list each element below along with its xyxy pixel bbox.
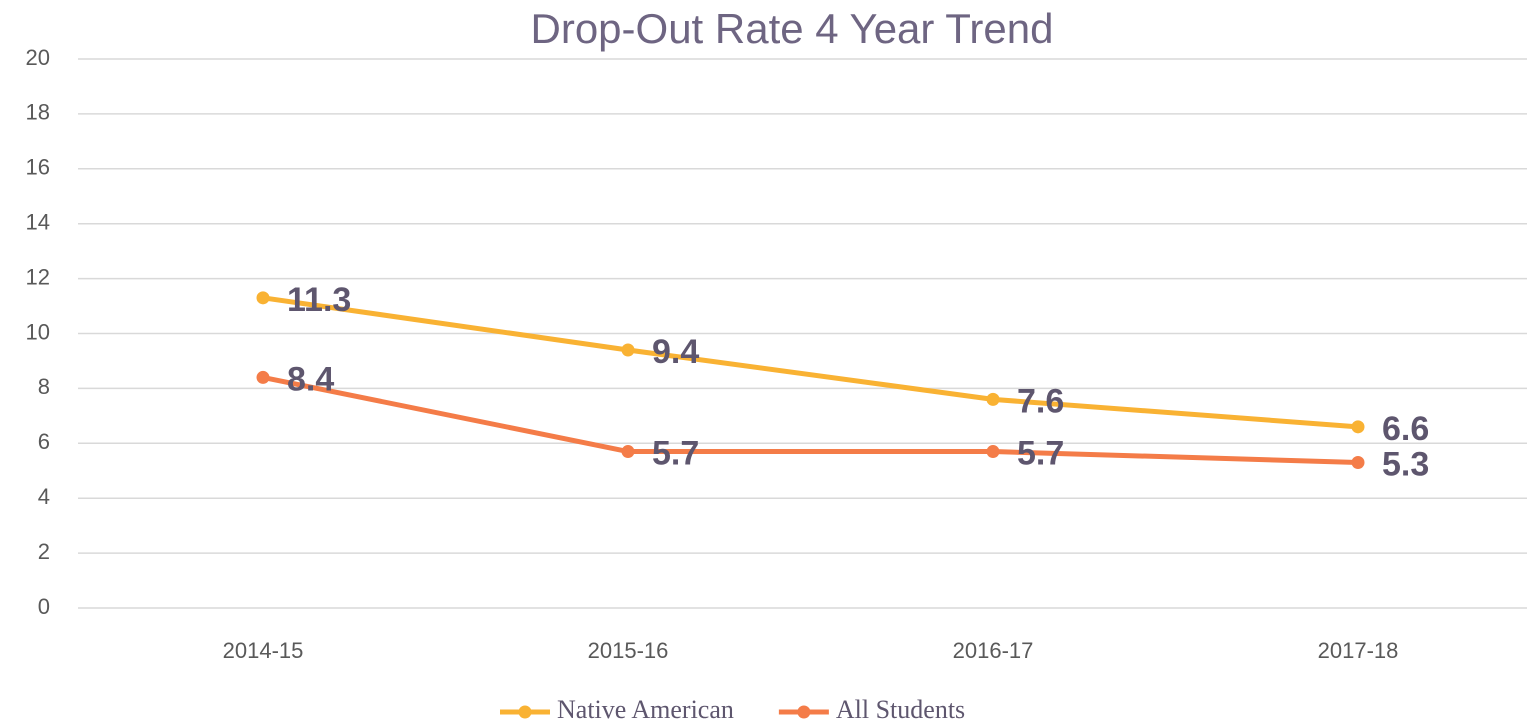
point bbox=[621, 343, 635, 357]
y-tick-label: 8 bbox=[38, 374, 50, 399]
x-tick-label: 2014-15 bbox=[223, 638, 304, 663]
point bbox=[1351, 456, 1365, 470]
y-tick-label: 0 bbox=[38, 594, 50, 619]
x-tick-label: 2017-18 bbox=[1318, 638, 1399, 663]
legend-marker bbox=[518, 705, 532, 719]
y-tick-label: 4 bbox=[38, 484, 50, 509]
x-tick-label: 2015-16 bbox=[588, 638, 669, 663]
data-label: 11.3 bbox=[287, 281, 351, 319]
y-tick-label: 14 bbox=[26, 210, 50, 235]
legend-marker bbox=[797, 705, 811, 719]
legend-label: All Students bbox=[836, 695, 965, 724]
data-label: 5.7 bbox=[652, 435, 699, 473]
point bbox=[986, 445, 1000, 459]
y-tick-label: 18 bbox=[26, 100, 50, 125]
y-tick-label: 16 bbox=[26, 155, 50, 180]
data-label: 5.7 bbox=[1017, 435, 1064, 473]
x-tick-label: 2016-17 bbox=[953, 638, 1034, 663]
legend-label: Native American bbox=[557, 695, 734, 724]
chart-title: Drop-Out Rate 4 Year Trend bbox=[531, 5, 1054, 52]
data-label: 9.4 bbox=[652, 333, 699, 371]
point bbox=[256, 370, 270, 384]
data-label: 7.6 bbox=[1017, 382, 1064, 420]
series-line bbox=[262, 295, 1359, 430]
data-label: 6.6 bbox=[1382, 410, 1429, 448]
y-tick-label: 10 bbox=[26, 319, 50, 344]
y-tick-label: 6 bbox=[38, 429, 50, 454]
y-tick-label: 2 bbox=[38, 539, 50, 564]
point bbox=[986, 392, 1000, 406]
point bbox=[621, 445, 635, 459]
y-tick-label: 20 bbox=[26, 45, 50, 70]
y-tick-label: 12 bbox=[26, 264, 50, 289]
point bbox=[256, 291, 270, 305]
point bbox=[1351, 420, 1365, 434]
data-label: 8.4 bbox=[287, 360, 334, 398]
series-line bbox=[262, 374, 1359, 466]
data-label: 5.3 bbox=[1382, 445, 1429, 483]
